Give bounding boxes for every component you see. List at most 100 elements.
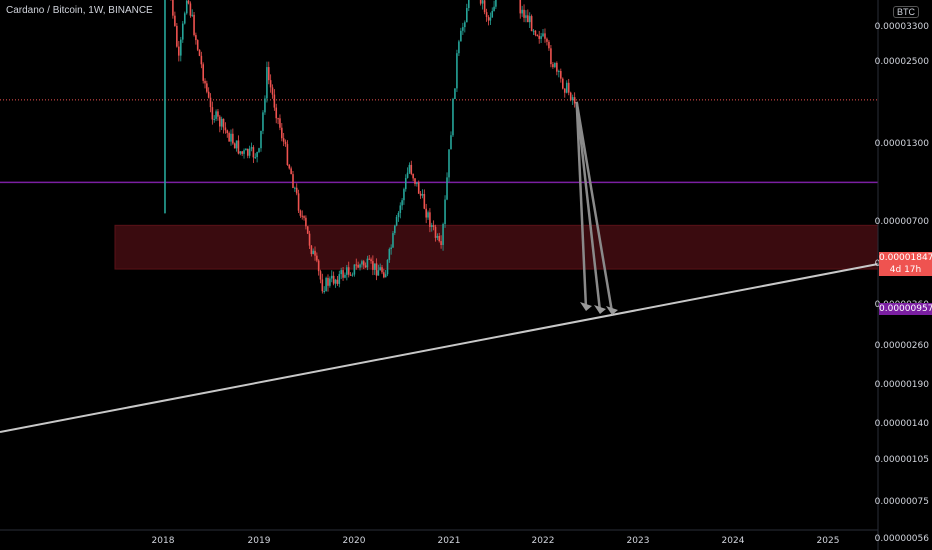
candle — [479, 0, 482, 4]
candle — [454, 88, 456, 99]
candle — [432, 225, 435, 227]
projection-arrow — [575, 101, 602, 312]
candle — [373, 263, 376, 270]
candle — [546, 38, 548, 42]
candle — [183, 13, 186, 24]
candle — [305, 217, 307, 227]
candle — [258, 148, 260, 153]
candle — [430, 225, 433, 227]
candle — [353, 264, 356, 275]
candle — [390, 247, 392, 250]
candle — [384, 274, 387, 278]
candle — [372, 261, 374, 270]
candle — [403, 189, 405, 201]
candle — [336, 279, 339, 284]
candle — [423, 194, 426, 209]
ascending-trendline — [0, 263, 879, 433]
time-tick: 2023 — [626, 536, 650, 546]
candle — [241, 151, 243, 154]
candle — [329, 278, 331, 286]
candle — [446, 177, 448, 200]
candle — [299, 210, 302, 216]
candle — [222, 118, 225, 128]
candle — [375, 263, 378, 276]
candle — [521, 9, 523, 14]
candle — [286, 144, 289, 166]
candle — [548, 41, 550, 49]
price-tick: 0.00000260 — [874, 340, 929, 351]
candle — [429, 212, 431, 227]
candle — [456, 53, 458, 89]
candle — [191, 14, 194, 16]
candle — [412, 173, 414, 179]
candle — [361, 261, 363, 265]
candle — [217, 111, 219, 117]
candle — [250, 147, 253, 149]
candle — [271, 87, 274, 95]
price-tick: 0.00000056 — [874, 533, 929, 544]
candle — [164, 0, 166, 214]
candle — [401, 200, 403, 206]
candle — [301, 215, 304, 217]
candle — [209, 97, 212, 108]
price-tick: 0.00000190 — [874, 380, 929, 391]
candle — [466, 8, 468, 23]
candle — [538, 35, 541, 39]
candle — [202, 64, 204, 81]
candle — [332, 275, 335, 284]
candle — [483, 0, 486, 13]
currency-badge[interactable]: BTC — [893, 6, 919, 18]
candle — [491, 10, 494, 18]
candle — [219, 116, 221, 127]
candle — [303, 216, 305, 218]
candle — [239, 151, 242, 154]
candle — [436, 235, 439, 238]
time-axis[interactable]: 2018 2019 2020 2021 2022 2023 2024 2025 — [0, 530, 878, 550]
candle — [248, 148, 251, 156]
candle — [565, 82, 568, 93]
candle — [440, 241, 442, 245]
candle — [306, 226, 309, 234]
candle — [417, 182, 420, 194]
price-tick: 0.00001300 — [874, 138, 929, 149]
candle — [525, 15, 527, 18]
time-tick: 2024 — [721, 536, 745, 546]
candle — [178, 46, 180, 56]
candle — [172, 0, 174, 16]
candle — [485, 12, 488, 17]
candle — [527, 15, 529, 23]
price-tick: 0.00000700 — [874, 216, 929, 227]
candle — [464, 22, 466, 28]
candle — [406, 172, 409, 178]
candle — [334, 279, 337, 284]
candle — [316, 255, 318, 261]
candle — [493, 6, 495, 11]
projection-arrow — [575, 101, 588, 309]
candle — [351, 274, 354, 276]
candle — [427, 212, 429, 218]
candle — [397, 212, 400, 217]
candle — [448, 149, 450, 178]
candle — [489, 17, 492, 21]
candle — [330, 275, 333, 279]
candle — [394, 225, 396, 234]
candle — [181, 23, 184, 40]
candle — [266, 67, 268, 99]
candle — [176, 25, 178, 47]
candle — [481, 0, 484, 4]
price-tick: 0.00002500 — [874, 56, 929, 67]
candle — [269, 80, 272, 88]
candle — [434, 226, 437, 238]
candle — [325, 277, 327, 291]
candle — [552, 64, 554, 68]
candle — [213, 118, 216, 120]
candle — [312, 250, 314, 255]
time-tick: 2020 — [342, 536, 366, 546]
candle — [204, 80, 206, 84]
candle — [279, 118, 281, 128]
candle — [416, 182, 418, 184]
candle — [495, 0, 497, 7]
candle — [226, 130, 229, 134]
candle — [573, 97, 576, 104]
